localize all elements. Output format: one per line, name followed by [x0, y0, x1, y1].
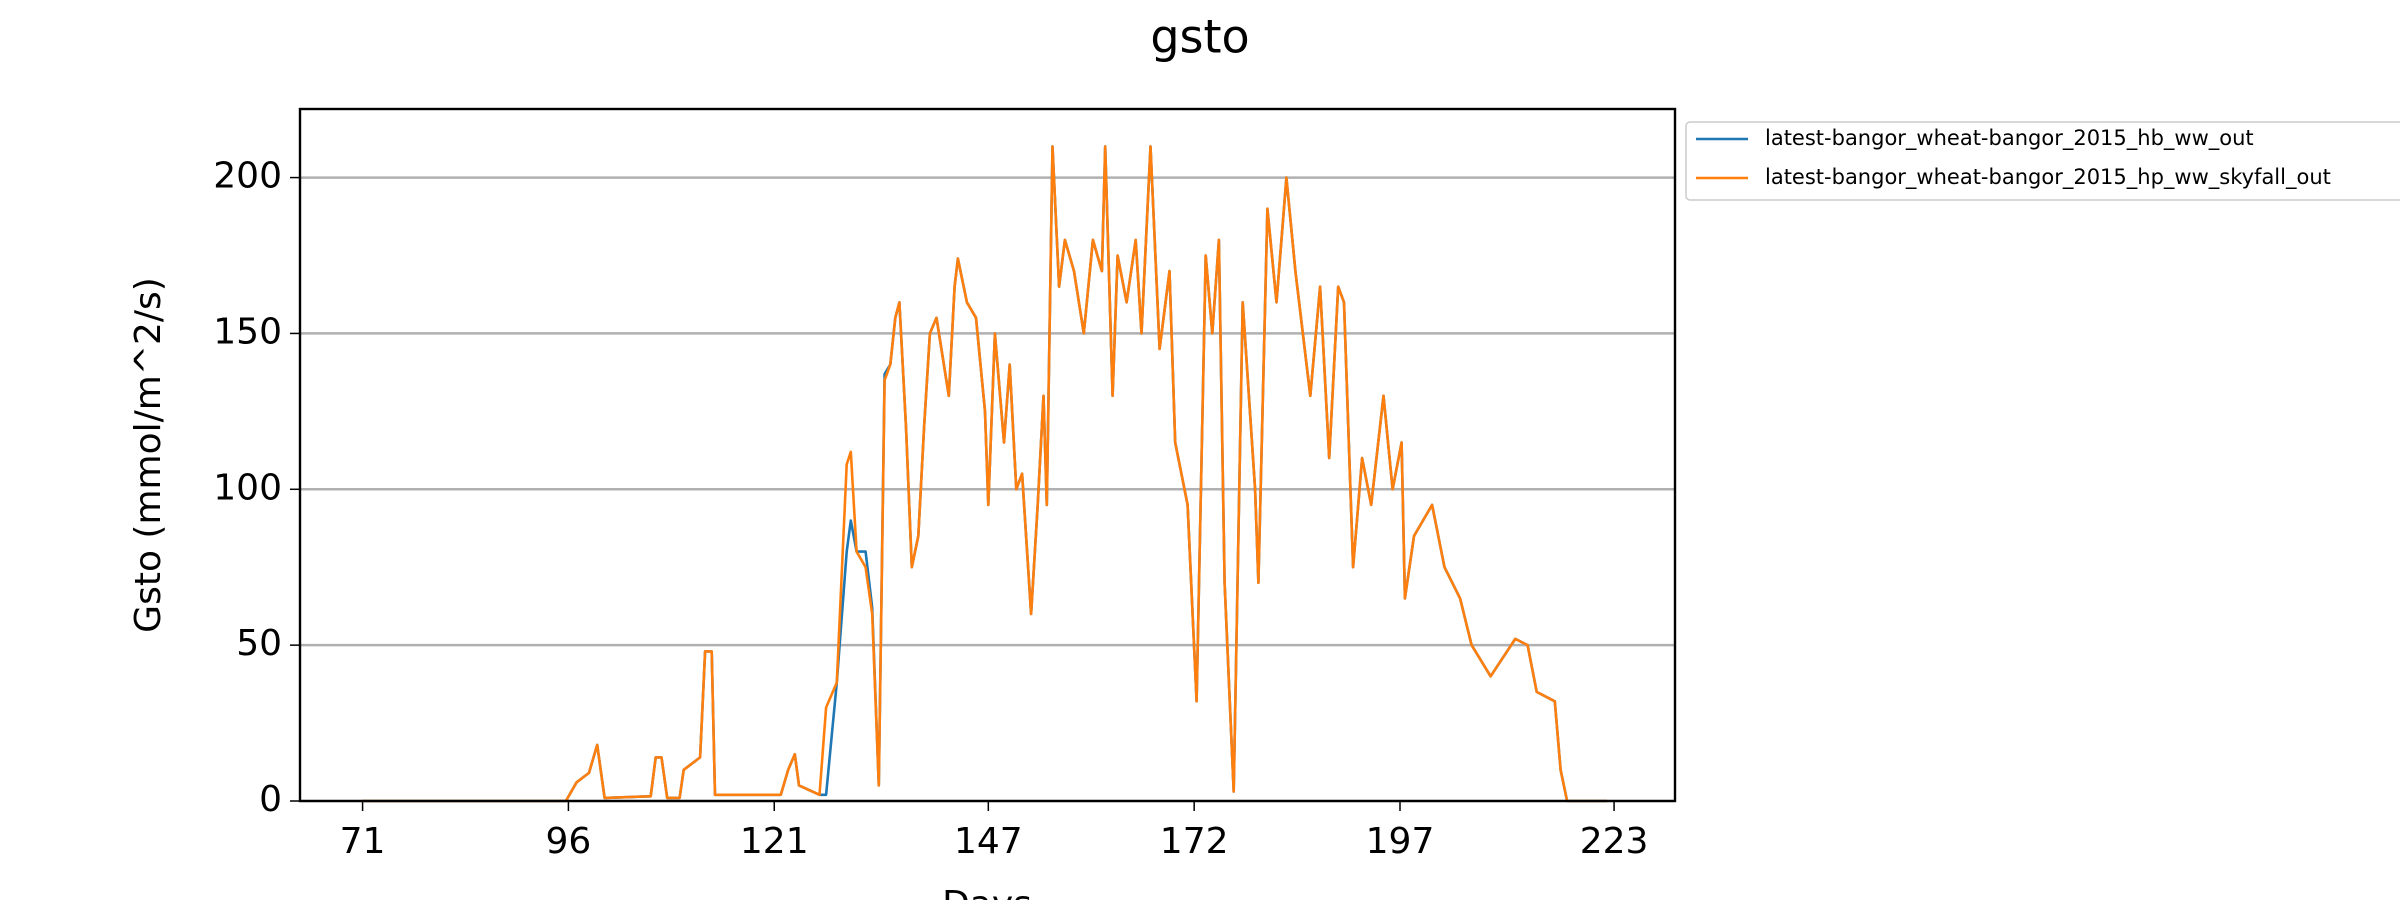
y-tick-label: 150	[213, 311, 282, 352]
legend-label: latest-bangor_wheat-bangor_2015_hb_ww_ou…	[1765, 126, 2254, 151]
y-tick-label: 0	[259, 779, 282, 820]
x-axis-label: Days	[942, 884, 1032, 900]
y-tick-label: 100	[213, 467, 282, 508]
legend-box	[1685, 121, 2400, 201]
x-tick-label: 172	[1160, 821, 1229, 862]
legend-label: latest-bangor_wheat-bangor_2015_hp_ww_sk…	[1765, 165, 2331, 190]
series-line	[362, 145, 1607, 803]
series-line	[362, 145, 1607, 803]
x-tick-label: 71	[340, 821, 386, 862]
y-tick-label: 200	[213, 156, 282, 197]
y-axis-label: Gsto (mmol/m^2/s)	[128, 277, 169, 633]
x-tick-label: 147	[954, 821, 1023, 862]
x-tick-label: 96	[546, 821, 592, 862]
y-tick-label: 50	[236, 623, 282, 664]
axes-frame	[298, 107, 1677, 803]
x-tick-label: 223	[1580, 821, 1649, 862]
x-tick-label: 197	[1366, 821, 1435, 862]
chart-title: gsto	[1150, 10, 1249, 64]
x-tick-label: 121	[740, 821, 809, 862]
